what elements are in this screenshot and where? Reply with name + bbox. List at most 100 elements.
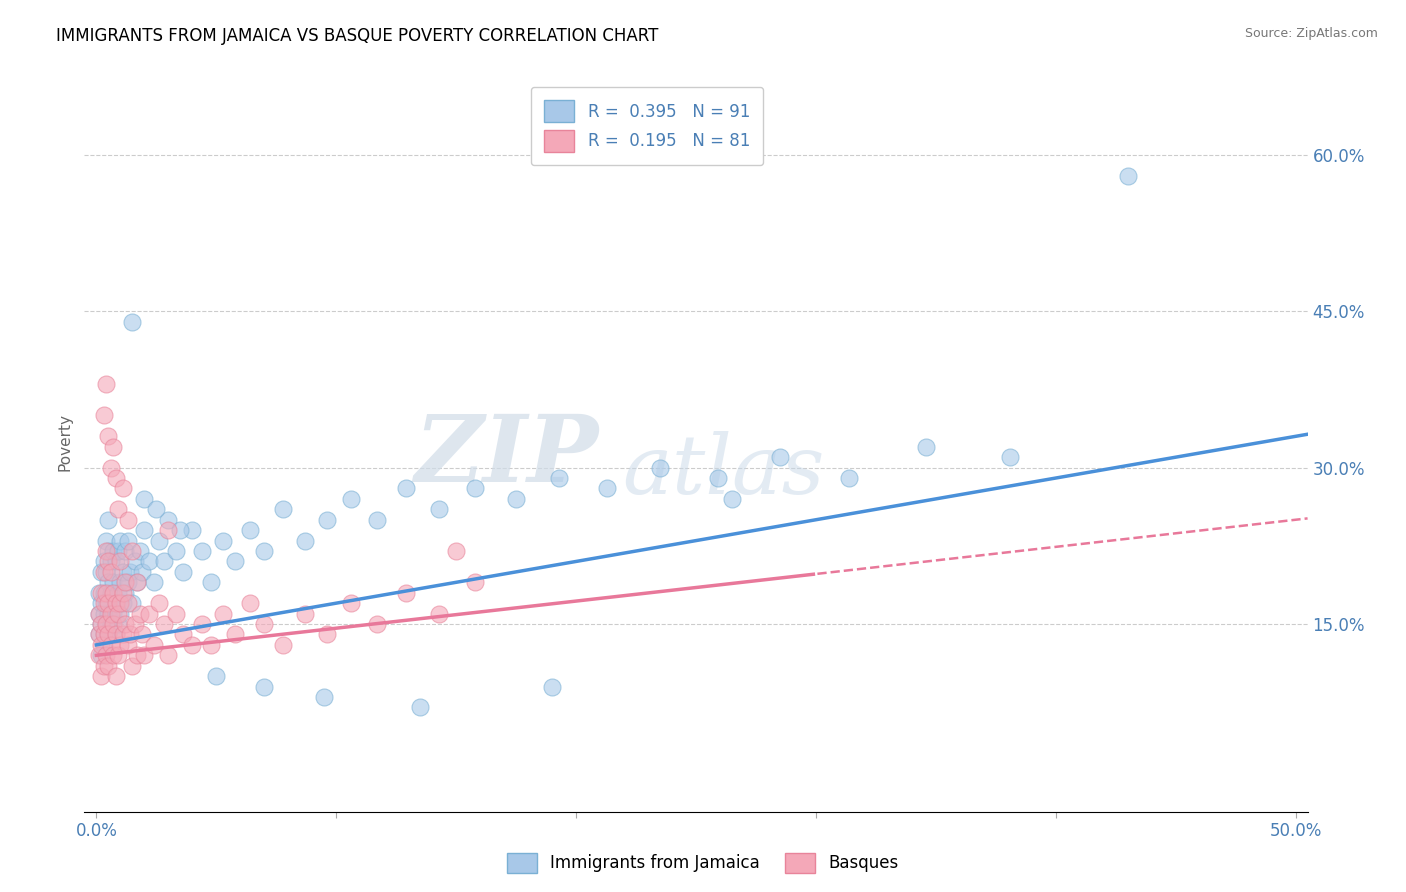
Point	[541, 680, 564, 694]
Point	[97, 575, 120, 590]
Point	[117, 513, 139, 527]
Point	[165, 544, 187, 558]
Point	[107, 607, 129, 621]
Point	[838, 471, 860, 485]
Point	[101, 648, 124, 663]
Point	[505, 491, 527, 506]
Point	[90, 638, 112, 652]
Point	[110, 638, 132, 652]
Point	[152, 554, 174, 568]
Point	[87, 607, 110, 621]
Point	[94, 377, 117, 392]
Point	[114, 544, 136, 558]
Point	[273, 502, 295, 516]
Point	[339, 596, 361, 610]
Point	[93, 658, 115, 673]
Point	[93, 409, 115, 423]
Point	[104, 627, 127, 641]
Point	[90, 565, 112, 579]
Point	[110, 596, 132, 610]
Point	[181, 523, 204, 537]
Point	[121, 596, 143, 610]
Point	[100, 638, 122, 652]
Point	[110, 533, 132, 548]
Point	[366, 513, 388, 527]
Point	[205, 669, 228, 683]
Point	[212, 607, 235, 621]
Text: Source: ZipAtlas.com: Source: ZipAtlas.com	[1244, 27, 1378, 40]
Point	[93, 596, 115, 610]
Point	[104, 669, 127, 683]
Point	[165, 607, 187, 621]
Point	[87, 627, 110, 641]
Point	[253, 617, 276, 632]
Point	[97, 627, 120, 641]
Point	[273, 638, 295, 652]
Point	[253, 680, 276, 694]
Point	[100, 607, 122, 621]
Point	[110, 607, 132, 621]
Point	[101, 440, 124, 454]
Point	[157, 523, 180, 537]
Point	[131, 565, 153, 579]
Point	[134, 523, 156, 537]
Point	[107, 544, 129, 558]
Point	[706, 471, 728, 485]
Point	[111, 627, 134, 641]
Point	[172, 627, 194, 641]
Point	[90, 617, 112, 632]
Point	[107, 502, 129, 516]
Point	[114, 617, 136, 632]
Point	[104, 554, 127, 568]
Point	[97, 596, 120, 610]
Point	[104, 596, 127, 610]
Point	[169, 523, 191, 537]
Point	[145, 502, 167, 516]
Point	[152, 617, 174, 632]
Point	[172, 565, 194, 579]
Point	[915, 440, 938, 454]
Point	[101, 607, 124, 621]
Point	[315, 627, 337, 641]
Point	[128, 544, 150, 558]
Point	[97, 429, 120, 443]
Point	[769, 450, 792, 465]
Point	[114, 575, 136, 590]
Point	[93, 586, 115, 600]
Point	[87, 648, 110, 663]
Point	[121, 658, 143, 673]
Point	[87, 627, 110, 641]
Point	[111, 586, 134, 600]
Point	[111, 482, 134, 496]
Point	[148, 596, 170, 610]
Point	[90, 648, 112, 663]
Point	[87, 607, 110, 621]
Point	[101, 586, 124, 600]
Point	[100, 617, 122, 632]
Point	[1116, 169, 1139, 183]
Point	[111, 565, 134, 579]
Point	[97, 554, 120, 568]
Point	[94, 586, 117, 600]
Point	[134, 648, 156, 663]
Point	[998, 450, 1021, 465]
Point	[94, 617, 117, 632]
Point	[200, 638, 222, 652]
Point	[181, 638, 204, 652]
Point	[100, 554, 122, 568]
Point	[134, 491, 156, 506]
Text: atlas: atlas	[623, 431, 825, 511]
Legend: R =  0.395   N = 91, R =  0.195   N = 81: R = 0.395 N = 91, R = 0.195 N = 81	[531, 87, 763, 165]
Point	[117, 638, 139, 652]
Point	[444, 544, 467, 558]
Point	[239, 596, 262, 610]
Point	[339, 491, 361, 506]
Point	[87, 586, 110, 600]
Point	[427, 502, 450, 516]
Point	[366, 617, 388, 632]
Text: ZIP: ZIP	[413, 411, 598, 501]
Point	[101, 544, 124, 558]
Point	[124, 617, 146, 632]
Y-axis label: Poverty: Poverty	[58, 412, 73, 471]
Point	[107, 586, 129, 600]
